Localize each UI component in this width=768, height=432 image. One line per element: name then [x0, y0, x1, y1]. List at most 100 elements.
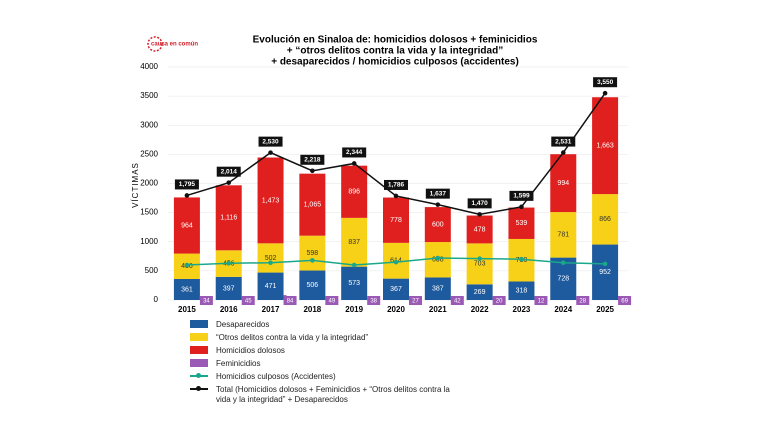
x-tick-label: 2024 — [554, 305, 572, 314]
marker — [268, 150, 273, 155]
value-label: 84 — [287, 299, 294, 305]
marker — [560, 260, 566, 266]
legend-item: Homicidios culposos (Accidentes) — [190, 372, 450, 382]
value-label: 45 — [245, 299, 252, 305]
value-label: 69 — [621, 299, 628, 305]
x-tick-label: 2022 — [471, 305, 489, 314]
value-label: 994 — [557, 180, 569, 187]
marker — [184, 193, 190, 198]
marker — [435, 202, 441, 207]
label-box — [342, 147, 367, 158]
label-box — [534, 296, 548, 305]
label-box — [618, 296, 632, 305]
value-label: 2,531 — [555, 138, 572, 145]
label-box — [551, 136, 576, 147]
x-tick-label: 2015 — [178, 305, 196, 314]
label-box — [258, 136, 283, 147]
bar-segment — [215, 276, 242, 300]
marker — [477, 256, 482, 261]
label-box — [241, 296, 255, 305]
label-box — [425, 188, 450, 199]
value-label: 1,470 — [471, 200, 488, 207]
label-box — [467, 198, 492, 209]
value-label: 598 — [307, 250, 319, 257]
x-tick-label: 2019 — [345, 305, 363, 314]
bar-segment — [341, 165, 368, 218]
label-box — [300, 154, 325, 165]
label-box — [450, 296, 464, 305]
chart-title: + desaparecidos / homicidios culposos (a… — [271, 57, 519, 68]
label-box — [593, 77, 618, 88]
marker — [519, 256, 524, 262]
bar-segment — [424, 207, 451, 243]
y-tick-label: 3500 — [140, 91, 158, 100]
value-label: 1,637 — [430, 190, 447, 197]
marker — [351, 161, 357, 166]
value-label: 952 — [599, 269, 611, 276]
bar-segment — [383, 278, 409, 300]
bar-segment — [299, 235, 326, 271]
marker — [268, 260, 273, 266]
value-label: 387 — [432, 286, 444, 293]
bar — [576, 298, 580, 300]
label-box — [492, 296, 506, 305]
legend: Desaparecidos “Otros delitos contra la vi… — [190, 320, 450, 408]
bar-segment — [299, 270, 326, 300]
bar — [618, 295, 622, 300]
y-tick-label: 3000 — [140, 120, 158, 129]
marker — [602, 261, 608, 267]
label-box — [509, 190, 534, 201]
bar-segment — [508, 207, 535, 239]
value-label: 1,116 — [220, 215, 237, 222]
x-tick-label: 2016 — [220, 305, 238, 314]
value-label: 2,014 — [221, 168, 238, 175]
x-tick-label: 2025 — [596, 305, 614, 314]
value-label: 778 — [390, 217, 402, 224]
value-label: 1,795 — [179, 181, 196, 188]
legend-swatch — [190, 320, 208, 328]
bar — [367, 297, 371, 300]
value-label: 781 — [557, 232, 569, 239]
bar — [409, 298, 412, 300]
value-label: 728 — [557, 276, 569, 283]
y-tick-label: 0 — [154, 295, 159, 304]
bar-segment — [592, 194, 619, 245]
y-tick-label: 1000 — [140, 237, 158, 246]
value-label: 896 — [348, 189, 360, 196]
legend-swatch — [190, 333, 208, 341]
legend-label: Desaparecidos — [216, 320, 270, 329]
value-label: 866 — [599, 216, 611, 223]
value-label: 573 — [348, 280, 360, 287]
legend-item: Total (Homicidios dolosos + Feminicidios… — [190, 385, 450, 405]
bar — [492, 298, 496, 300]
legend-swatch — [190, 385, 208, 393]
label-box — [325, 296, 339, 305]
y-axis-label: VÍCTIMAS — [131, 162, 140, 208]
value-label: 20 — [496, 299, 503, 305]
legend-label: Homicidios culposos (Accidentes) — [216, 372, 336, 381]
value-label: 269 — [474, 289, 486, 296]
bar-segment — [424, 277, 451, 300]
bar-segment — [508, 281, 535, 300]
y-tick-label: 4000 — [140, 62, 158, 71]
marker — [602, 90, 608, 96]
bar-segment — [257, 157, 284, 244]
legend-label: Feminicidios — [216, 359, 261, 368]
bar-segment — [592, 244, 619, 300]
value-label: 1,786 — [388, 182, 405, 189]
label-box — [199, 296, 213, 305]
value-label: 318 — [516, 288, 528, 295]
value-label: 600 — [432, 221, 444, 228]
legend-label: Total (Homicidios dolosos + Feminicidios… — [216, 385, 450, 404]
y-tick-label: 2000 — [140, 179, 158, 188]
marker — [310, 168, 315, 174]
value-label: 38 — [370, 299, 377, 305]
value-label: 964 — [181, 222, 193, 229]
bar — [534, 299, 538, 300]
y-tick-label: 500 — [145, 266, 159, 275]
value-label: 367 — [390, 286, 402, 293]
marker — [560, 150, 566, 155]
value-label: 49 — [329, 299, 336, 305]
label-box — [384, 179, 408, 190]
